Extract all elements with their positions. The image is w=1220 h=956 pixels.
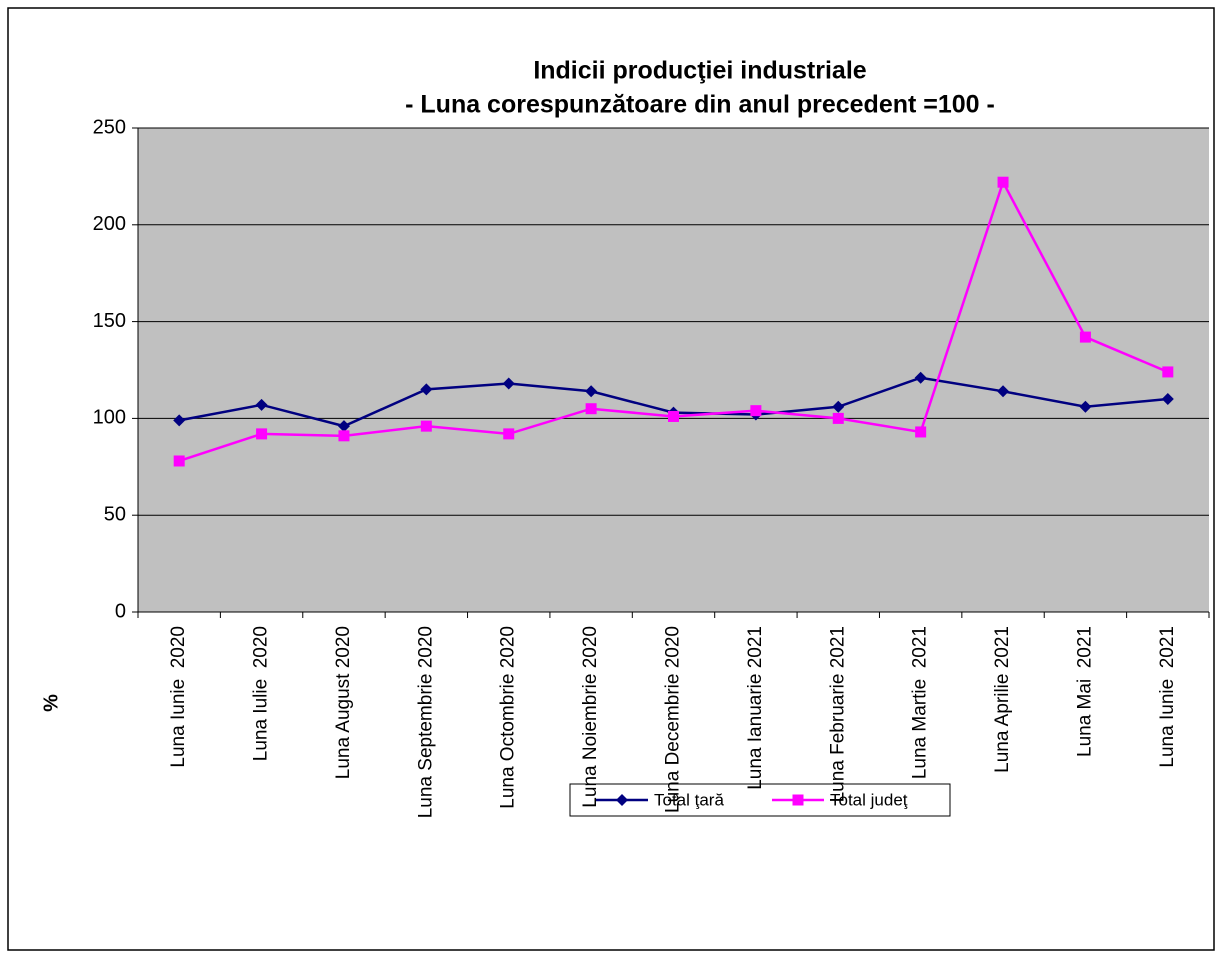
x-tick-label: Luna Aprilie 2021 — [992, 626, 1013, 773]
y-tick-label: 200 — [93, 213, 126, 235]
y-tick-label: 150 — [93, 310, 126, 332]
data-point — [915, 426, 927, 438]
legend-marker — [792, 794, 804, 806]
data-point — [585, 385, 598, 398]
data-point — [997, 176, 1009, 188]
data-point — [256, 428, 268, 440]
data-point — [750, 405, 762, 417]
legend-marker — [616, 794, 628, 806]
data-point — [1161, 393, 1174, 406]
x-tick-label: Luna Iulie 2020 — [251, 626, 272, 761]
data-point — [997, 385, 1010, 398]
x-tick-label: Luna Iunie 2021 — [1157, 626, 1178, 768]
data-point — [503, 428, 515, 440]
x-tick-label: Luna Martie 2021 — [910, 626, 931, 779]
data-point — [1079, 331, 1091, 343]
data-point — [832, 400, 845, 413]
data-point — [173, 414, 186, 427]
x-tick-label: Luna Octombrie 2020 — [498, 626, 519, 809]
x-tick-label: Luna August 2020 — [333, 626, 354, 779]
data-point — [338, 430, 350, 442]
y-tick-label: 50 — [104, 503, 126, 525]
data-point — [1079, 400, 1092, 413]
data-point — [668, 410, 679, 422]
data-point — [255, 398, 268, 411]
y-tick-label: 250 — [93, 116, 126, 138]
chart-subtitle: - Luna corespunzătoare din anul preceden… — [405, 91, 995, 119]
y-tick-label: 0 — [115, 600, 126, 622]
x-tick-label: Luna Februarie 2021 — [827, 626, 848, 802]
data-point — [832, 412, 844, 424]
x-tick-label: Luna Decembrie 2020 — [663, 626, 684, 813]
data-point — [420, 420, 432, 432]
legend-label: Total ţară — [654, 790, 724, 809]
data-point — [420, 383, 433, 396]
legend-label: Total judeţ — [830, 790, 908, 809]
x-tick-label: Luna Noiembrie 2020 — [580, 626, 601, 808]
y-axis-label: % — [40, 694, 62, 712]
data-point — [585, 403, 597, 415]
x-tick-label: Luna Septembrie 2020 — [415, 626, 436, 818]
x-tick-label: Luna Ianuarie 2021 — [745, 626, 766, 790]
y-tick-label: 100 — [93, 407, 126, 429]
data-point — [502, 377, 515, 390]
data-point — [337, 420, 350, 433]
data-point — [1162, 366, 1174, 378]
x-tick-label: Luna Mai 2021 — [1074, 626, 1095, 757]
data-point — [173, 455, 185, 467]
x-tick-label: Luna Iunie 2020 — [168, 626, 189, 768]
data-point — [914, 371, 927, 384]
plot-area — [138, 128, 1209, 612]
chart-title: Indicii producţiei industriale — [533, 57, 866, 85]
